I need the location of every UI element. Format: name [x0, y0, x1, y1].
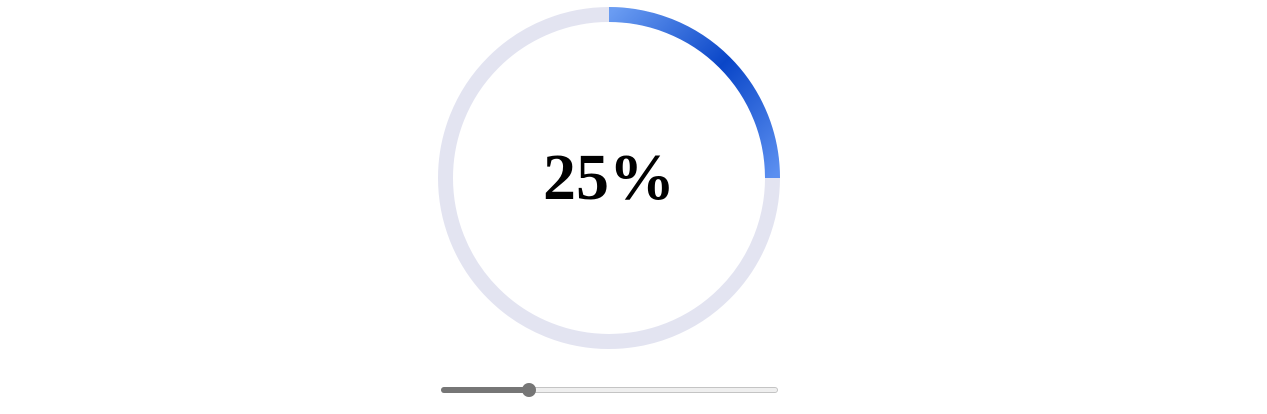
progress-arc: [608, 7, 780, 179]
slider-fill: [441, 387, 529, 393]
progress-percent-label: 25%: [543, 141, 675, 214]
progress-slider[interactable]: [441, 383, 778, 397]
circular-progress: 25%: [438, 7, 780, 349]
progress-ring: [438, 7, 780, 349]
slider-thumb[interactable]: [521, 383, 536, 397]
